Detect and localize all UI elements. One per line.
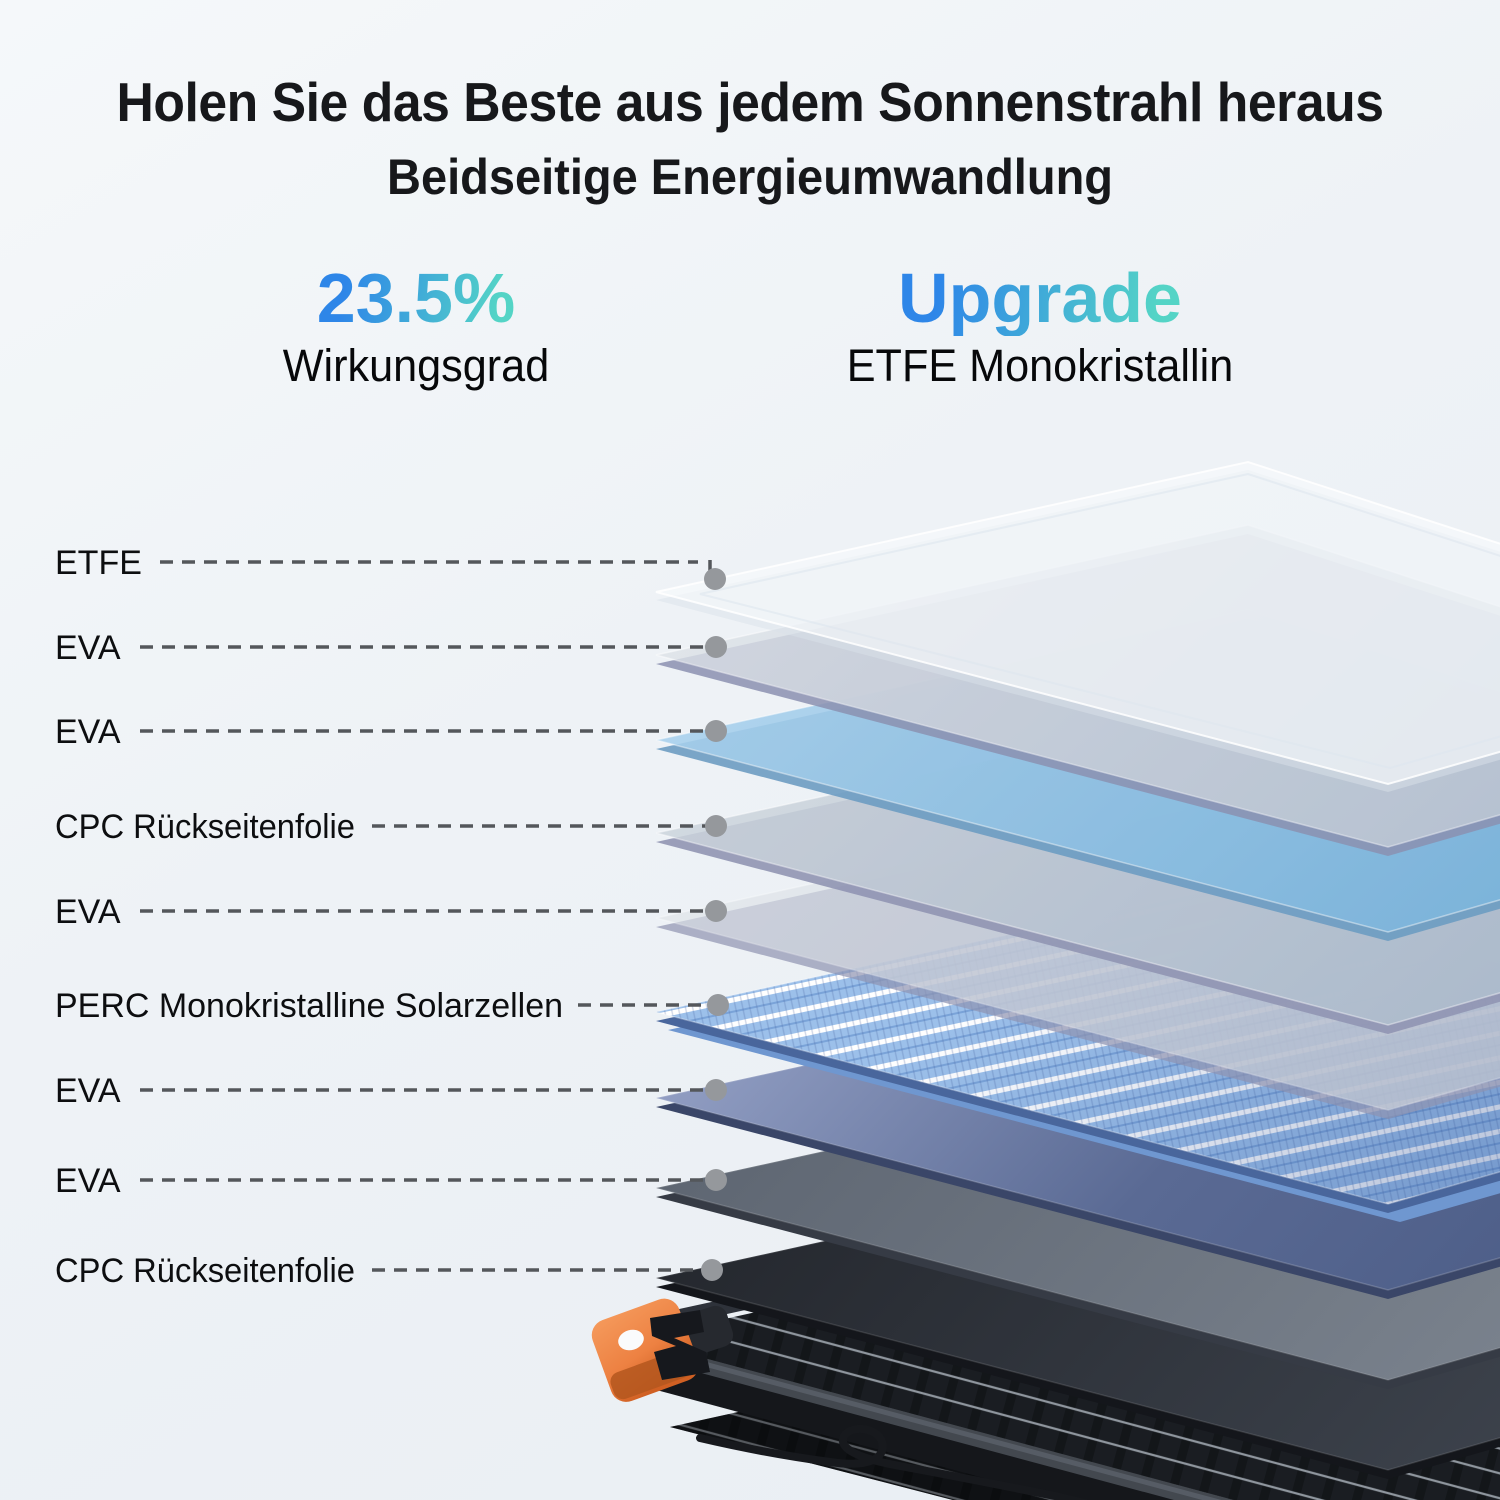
leader-dot (707, 994, 729, 1016)
layer-row-eva-1: EVA (55, 629, 727, 667)
layer-label: EVA (55, 1162, 121, 1200)
layer-row-eva-3: EVA (55, 893, 727, 931)
stat-efficiency-caption: Wirkungsgrad (282, 339, 550, 391)
leader-dot (701, 1259, 723, 1281)
clip-hole (618, 1329, 644, 1351)
stat-efficiency-value: 23.5% (316, 259, 516, 337)
layer-row-eva-2: EVA (55, 713, 727, 751)
layer-label: ETFE (55, 544, 142, 582)
layer-row-cpc-1: CPC Rückseitenfolie (55, 808, 727, 846)
sheet-etfe (655, 460, 1500, 792)
leader-dot (705, 815, 727, 837)
header: Holen Sie das Beste aus jedem Sonnenstra… (0, 70, 1500, 206)
panel-front-edge-shadow (622, 1356, 1174, 1500)
layer-label: EVA (55, 893, 121, 931)
leader-dot (705, 720, 727, 742)
leader-dot (705, 900, 727, 922)
layer-label: EVA (55, 1072, 121, 1110)
panel-front-edge-highlight (627, 1341, 1222, 1500)
layer-row-cpc-2: CPC Rückseitenfolie (55, 1252, 723, 1290)
layer-row-perc: PERC Monokristalline Solarzellen (55, 987, 729, 1025)
layer-row-eva-5: EVA (55, 1162, 727, 1200)
clip-notch (650, 1310, 710, 1380)
stat-upgrade-caption: ETFE Monokristallin (846, 339, 1234, 391)
layer-labels: ETFE EVA EVA CPC Rückseitenfolie (55, 544, 729, 1290)
layer-row-eva-4: EVA (55, 1072, 727, 1110)
corner-clip (591, 1298, 734, 1402)
stat-upgrade: Upgrade ETFE Monokristallin (750, 259, 1330, 392)
leader-dot (705, 636, 727, 658)
layer-label: PERC Monokristalline Solarzellen (55, 987, 563, 1025)
panel-front-edge (616, 1338, 1233, 1500)
stat-efficiency: 23.5% Wirkungsgrad (160, 259, 672, 392)
layer-label: EVA (55, 629, 121, 667)
panel-cable (696, 1424, 1089, 1500)
leader-dot (705, 1079, 727, 1101)
page-title: Holen Sie das Beste aus jedem Sonnenstra… (116, 71, 1384, 133)
layer-label: CPC Rückseitenfolie (55, 808, 355, 846)
layer-label: EVA (55, 713, 121, 751)
leader-dot (704, 568, 726, 590)
layer-label: CPC Rückseitenfolie (55, 1252, 355, 1290)
stat-upgrade-value: Upgrade (898, 259, 1182, 337)
page-subtitle: Beidseitige Energieumwandlung (386, 149, 1114, 205)
leader-dot (705, 1169, 727, 1191)
layer-row-etfe: ETFE (55, 544, 726, 590)
